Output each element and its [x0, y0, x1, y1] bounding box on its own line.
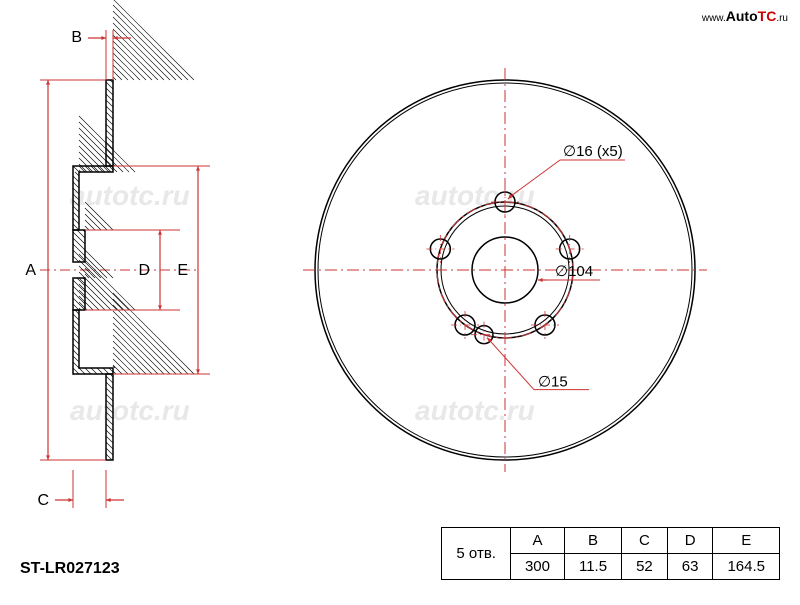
diagram-container: ABCDE∅16 (x5)∅104∅15 — [0, 0, 800, 600]
part-number: ST-LR027123 — [20, 560, 120, 578]
table-header-row: 5 отв. A B C D E — [442, 528, 780, 554]
col-D: D — [667, 528, 713, 554]
svg-text:D: D — [138, 262, 150, 279]
logo-ru: .ru — [776, 13, 788, 24]
col-E: E — [713, 528, 780, 554]
val-E: 164.5 — [713, 554, 780, 580]
svg-text:∅104: ∅104 — [555, 263, 593, 280]
col-A: A — [510, 528, 564, 554]
val-B: 11.5 — [564, 554, 621, 580]
holes-count-cell: 5 отв. — [442, 528, 511, 580]
logo-auto: Auto — [726, 8, 758, 24]
logo-tc: TC — [758, 8, 777, 24]
spec-table: 5 отв. A B C D E 300 11.5 52 63 164.5 — [441, 527, 780, 580]
svg-text:∅16 (x5): ∅16 (x5) — [563, 143, 623, 160]
svg-text:∅15: ∅15 — [538, 374, 568, 391]
col-B: B — [564, 528, 621, 554]
svg-text:E: E — [177, 262, 188, 279]
site-logo: www.AutoTC.ru — [702, 8, 788, 24]
logo-www: www. — [702, 13, 726, 24]
col-C: C — [622, 528, 668, 554]
svg-text:C: C — [37, 492, 49, 509]
svg-text:A: A — [25, 262, 36, 279]
val-D: 63 — [667, 554, 713, 580]
svg-text:B: B — [71, 29, 82, 46]
val-A: 300 — [510, 554, 564, 580]
val-C: 52 — [622, 554, 668, 580]
